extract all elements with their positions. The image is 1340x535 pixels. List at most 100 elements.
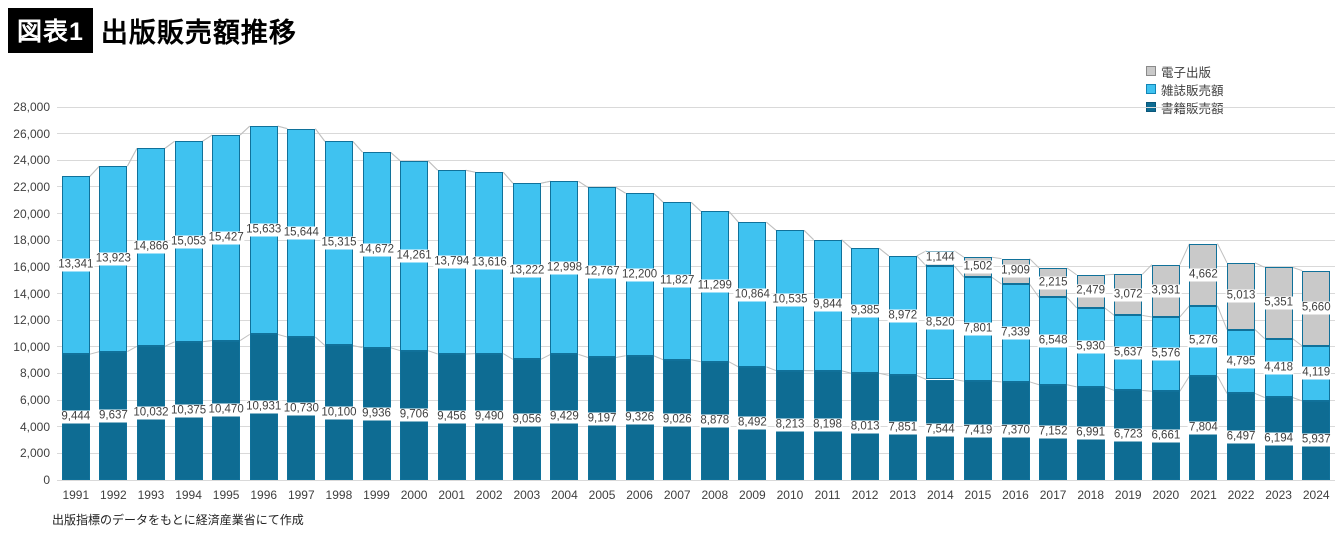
data-label: 9,326 [624,411,655,425]
data-label: 9,637 [97,409,129,423]
data-label: 13,794 [433,255,471,269]
x-axis-tick-label: 2012 [851,488,879,502]
x-axis-tick-label: 2023 [1265,488,1292,502]
gridline [57,266,1335,268]
y-axis-tick-label: 18,000 [13,233,50,248]
legend: 電子出版 雑誌販売額 書籍販売額 [1146,62,1224,116]
data-label: 5,937 [1300,433,1332,447]
data-label: 7,544 [924,423,956,437]
data-label: 15,315 [320,236,358,250]
data-label: 12,200 [621,268,659,281]
data-label: 9,197 [586,412,618,426]
data-label: 14,866 [132,240,170,254]
data-label: 9,056 [511,413,543,427]
y-axis-tick-label: 14,000 [13,286,50,301]
data-label: 8,972 [887,309,919,323]
data-label: 5,930 [1075,340,1107,354]
data-label: 7,419 [962,424,994,438]
data-label: 9,490 [473,410,505,424]
gridline [57,452,1335,454]
gridline [57,159,1335,161]
x-axis-tick-label: 1999 [363,488,390,502]
data-label: 5,660 [1300,301,1332,315]
x-axis-tick-label: 1998 [325,488,353,502]
data-label: 5,013 [1225,289,1257,303]
x-axis-tick-label: 2001 [438,488,466,502]
data-label: 8,520 [924,316,956,330]
data-label: 10,375 [169,404,208,418]
y-axis-tick-label: 8,000 [19,366,50,381]
data-label: 14,261 [395,249,433,263]
data-label: 8,013 [849,420,881,434]
x-axis-tick-label: 1991 [62,488,90,502]
y-axis-tick-label: 10,000 [13,339,50,354]
x-axis-tick-label: 2016 [1002,488,1029,502]
gridline [57,426,1335,428]
data-label: 12,767 [583,265,621,279]
figure-badge: 図表1 [8,8,93,53]
data-label: 3,072 [1112,288,1144,302]
x-axis-tick-label: 2013 [889,488,917,502]
y-axis-tick-label: 16,000 [13,259,50,274]
data-label: 10,730 [282,402,320,416]
x-axis-tick-label: 2019 [1114,488,1142,502]
data-label: 9,456 [436,410,468,424]
x-axis-tick-label: 2007 [663,488,691,502]
source-note: 出版指標のデータをもとに経済産業省にて作成 [52,513,304,527]
data-label: 10,535 [771,293,809,307]
x-axis-tick-label: 2014 [926,488,954,502]
x-axis-tick-label: 1996 [250,488,278,502]
data-label: 7,804 [1188,421,1219,435]
x-axis-tick-label: 2010 [776,488,804,502]
data-label: 4,418 [1263,361,1294,375]
data-label: 1,144 [924,251,956,265]
data-label: 6,991 [1075,426,1107,440]
gridline [57,346,1335,348]
gridline [57,293,1335,294]
data-label: 7,339 [1000,326,1031,340]
legend-label: 書籍販売額 [1161,101,1224,116]
data-label: 15,053 [169,235,208,249]
x-axis-tick-label: 1992 [100,488,127,502]
data-label: 15,644 [282,226,320,240]
x-axis-tick-label: 2008 [701,488,729,502]
x-axis-tick-label: 2006 [626,488,653,502]
data-label: 14,672 [357,243,396,257]
y-axis-tick-label: 6,000 [19,393,50,408]
data-label: 9,844 [812,298,843,312]
data-label: 6,497 [1225,430,1257,444]
legend-item: 電子出版 [1146,62,1224,80]
data-label: 8,492 [736,416,768,430]
x-axis-tick-label: 2021 [1190,488,1217,502]
data-label: 8,213 [774,418,806,432]
legend-swatch-icon [1146,84,1156,94]
data-label: 7,152 [1037,425,1069,439]
x-axis-tick-label: 1995 [212,488,240,502]
x-axis-tick-label: 2017 [1039,488,1067,502]
data-label: 13,222 [508,264,546,278]
gridline [57,213,1335,215]
gridline [57,186,1335,188]
x-axis-tick-label: 2022 [1227,488,1255,502]
data-label: 7,801 [962,322,994,336]
data-label: 10,100 [320,406,358,420]
x-axis-tick-label: 1993 [137,488,165,502]
gridline [57,239,1335,241]
x-axis-tick-label: 2024 [1302,488,1330,502]
data-label: 5,576 [1150,347,1182,361]
x-axis-tick-label: 2011 [814,488,841,502]
y-axis-tick-label: 0 [43,473,50,487]
data-label: 10,864 [733,288,771,301]
data-label: 6,194 [1263,432,1294,446]
x-axis-tick-label: 2002 [475,488,503,502]
data-label: 4,662 [1188,268,1219,282]
y-axis-tick-label: 4,000 [19,419,50,434]
x-axis-tick-label: 2020 [1152,488,1180,502]
x-axis-tick-label: 2009 [739,488,766,502]
data-label: 15,427 [207,231,245,245]
data-label: 13,923 [94,252,132,266]
data-label: 9,444 [60,410,92,424]
data-label: 8,198 [812,418,843,432]
